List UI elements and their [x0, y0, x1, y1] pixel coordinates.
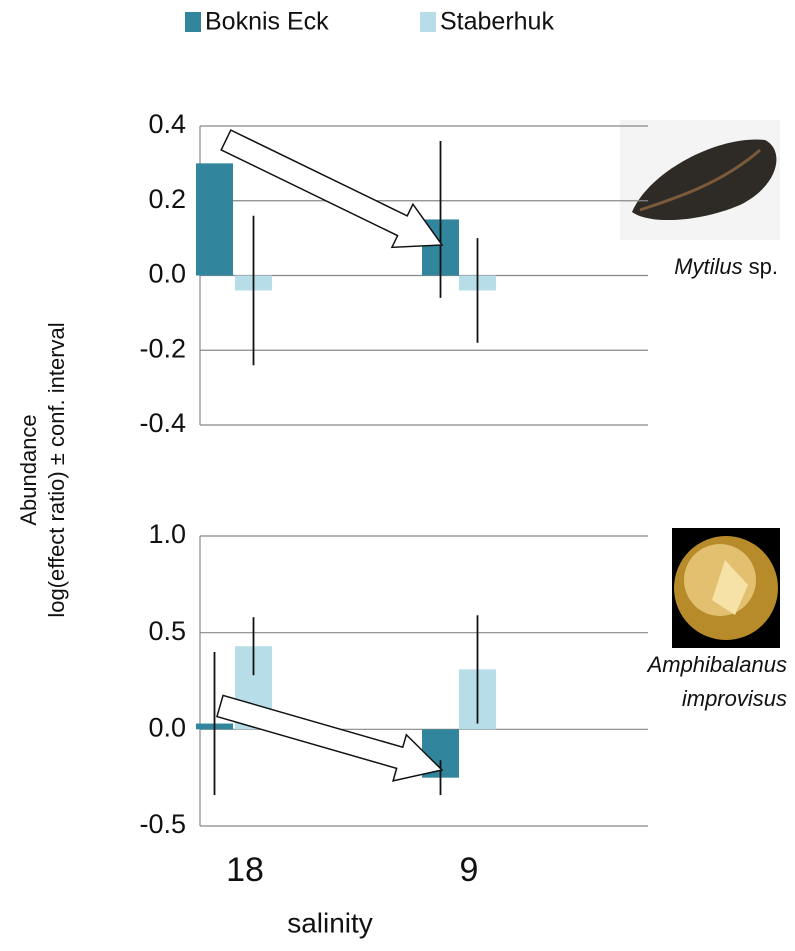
y-tick-label: 0.4: [148, 109, 186, 139]
legend-label: Boknis Eck: [205, 8, 329, 36]
species-label: Amphibalanus: [646, 652, 787, 677]
y-tick-label: 1.0: [148, 519, 186, 549]
bar: [196, 163, 233, 275]
y-tick-label: -0.5: [139, 809, 186, 839]
species-suffix: sp.: [749, 254, 778, 279]
y-tick-label: -0.4: [139, 408, 186, 438]
y-tick-label: -0.2: [139, 333, 186, 363]
legend-swatch: [420, 12, 436, 32]
x-axis-label: salinity: [287, 907, 373, 938]
y-tick-label: 0.0: [148, 712, 186, 742]
legend-swatch: [185, 12, 201, 32]
y-axis-label: Abundance: [16, 414, 41, 525]
y-tick-label: 0.5: [148, 616, 186, 646]
y-tick-label: 0.0: [148, 259, 186, 289]
mytilus-image: [620, 120, 780, 240]
x-tick-label: 18: [226, 851, 264, 889]
species-label: Mytilus sp.: [674, 254, 778, 279]
species-genus: Mytilus: [674, 254, 742, 279]
amphibalanus-image: [672, 528, 780, 648]
x-tick-label: 9: [460, 851, 479, 889]
species-label: improvisus: [682, 686, 787, 711]
arrow: [217, 695, 442, 780]
chart: Abundance log(effect ratio) ± conf. inte…: [0, 0, 795, 951]
y-axis-label: log(effect ratio) ± conf. interval: [44, 322, 69, 617]
legend-label: Staberhuk: [440, 8, 554, 36]
y-tick-label: 0.2: [148, 184, 186, 214]
